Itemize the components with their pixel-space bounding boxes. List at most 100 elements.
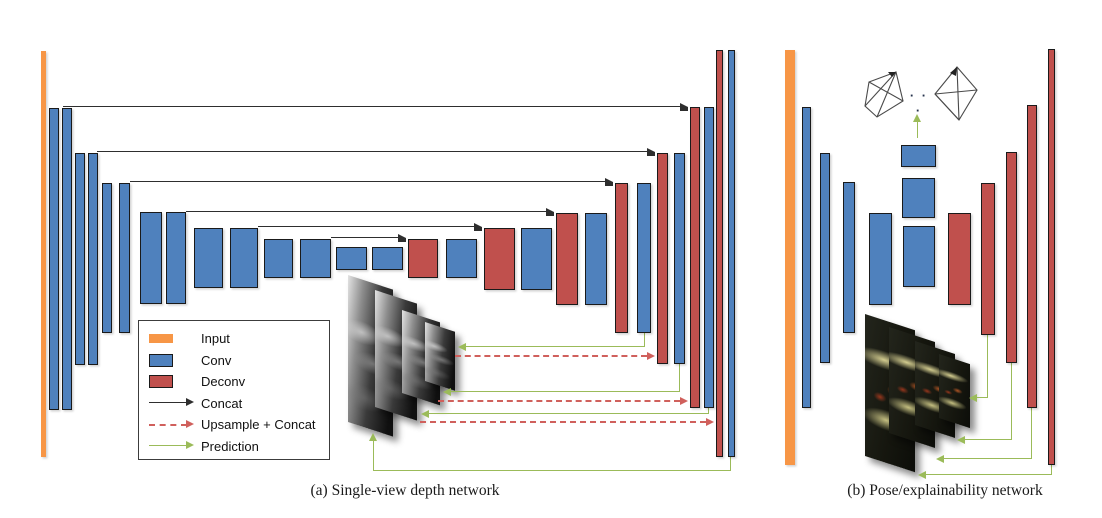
legend: Input Conv Deconv Concat Upsample + Conc… — [138, 320, 330, 460]
conv-bar — [300, 239, 331, 278]
panel-a-caption: (a) Single-view depth network — [310, 482, 500, 499]
conv-bar — [843, 182, 855, 333]
input-bar — [41, 51, 46, 457]
prediction-arrow-head — [421, 409, 429, 418]
concat-arrow-head — [680, 102, 688, 111]
deconv-bar — [716, 50, 723, 457]
prediction-arrow — [926, 474, 1052, 475]
legend-label: Concat — [201, 395, 243, 411]
prediction-arrow-icon — [149, 441, 201, 451]
conv-bar — [49, 108, 59, 410]
prediction-arrow — [1051, 465, 1052, 475]
conv-bar — [869, 213, 892, 305]
conv-bar — [140, 212, 162, 304]
pose-sequence-ellipsis: · · · — [909, 88, 929, 118]
conv-bar — [264, 239, 293, 278]
concat-arrow — [331, 237, 398, 238]
camera-frustum-icon — [864, 71, 904, 118]
prediction-arrow — [373, 441, 374, 471]
deconv-bar — [1027, 105, 1037, 408]
legend-label: Conv — [201, 352, 232, 368]
prediction-arrow — [679, 363, 680, 392]
concat-arrow-head — [398, 233, 406, 242]
deconv-bar — [556, 213, 578, 305]
deconv-bar — [1006, 152, 1017, 363]
prediction-arrow — [451, 391, 680, 392]
prediction-arrow — [466, 346, 645, 347]
prediction-arrow-head — [918, 470, 926, 479]
deconv-bar — [1048, 49, 1055, 465]
concat-arrow-head — [546, 207, 554, 216]
concat-arrow-icon — [149, 398, 201, 408]
upsample-concat-arrow-head — [706, 417, 714, 426]
deconv-bar — [948, 213, 971, 305]
legend-row-conv: Conv — [149, 350, 329, 372]
conv-bar — [75, 153, 85, 365]
prediction-arrow — [429, 413, 709, 414]
upsample-concat-arrow-head — [647, 351, 655, 360]
concat-arrow — [186, 211, 546, 212]
prediction-arrow — [708, 408, 709, 414]
conv-bar — [521, 228, 552, 290]
prediction-arrow-head — [957, 435, 965, 444]
input-swatch — [149, 334, 201, 344]
upsample-concat-arrow-head — [680, 396, 688, 405]
conv-bar — [194, 228, 223, 288]
deconv-bar — [615, 183, 628, 333]
concat-arrow — [97, 151, 647, 152]
concat-arrow-head — [474, 222, 482, 231]
legend-label: Deconv — [201, 374, 246, 390]
prediction-arrow — [644, 333, 645, 347]
prediction-arrow — [730, 457, 731, 471]
legend-row-deconv: Deconv — [149, 371, 329, 393]
conv-bar — [903, 226, 935, 287]
prediction-arrow — [1011, 363, 1012, 440]
conv-bar — [372, 247, 403, 270]
deconv-bar — [981, 183, 995, 335]
legend-row-concat: Concat — [149, 393, 329, 415]
upsample-concat-arrow — [420, 421, 706, 423]
legend-row-prediction: Prediction — [149, 436, 329, 458]
conv-bar — [88, 153, 98, 365]
conv-bar — [637, 183, 651, 333]
prediction-arrow-head — [969, 393, 977, 402]
prediction-arrow-head — [369, 433, 378, 441]
conv-bar — [585, 213, 607, 305]
prediction-arrow — [373, 470, 731, 471]
concat-arrow-head — [647, 147, 655, 156]
conv-bar — [62, 108, 72, 410]
conv-bar — [802, 107, 811, 408]
panel-b-caption: (b) Pose/explainability network — [847, 482, 1043, 499]
upsample-concat-arrow — [438, 400, 680, 402]
conv-bar — [230, 228, 258, 288]
conv-swatch — [149, 353, 201, 367]
conv-bar — [728, 50, 735, 457]
conv-bar — [166, 212, 186, 304]
conv-bar — [102, 183, 112, 333]
conv-bar — [336, 247, 367, 270]
concat-arrow — [130, 181, 605, 182]
conv-bar — [820, 153, 830, 363]
prediction-arrow-head — [913, 114, 922, 122]
deconv-bar — [657, 153, 668, 364]
legend-row-input: Input — [149, 328, 329, 350]
prediction-arrow — [977, 397, 988, 398]
input-bar — [785, 50, 795, 465]
conv-bar — [446, 239, 477, 278]
conv-bar — [901, 145, 936, 167]
legend-row-upsample-concat: Upsample + Concat — [149, 414, 329, 436]
conv-bar — [704, 107, 714, 408]
upsample-concat-arrow — [455, 355, 647, 357]
depth-map-prediction — [425, 322, 455, 391]
deconv-bar — [690, 107, 700, 408]
explainability-mask — [939, 354, 970, 429]
prediction-arrow-head — [443, 387, 451, 396]
deconv-bar — [408, 239, 438, 278]
legend-label: Upsample + Concat — [201, 417, 316, 433]
prediction-arrow — [987, 335, 988, 398]
conv-bar — [119, 183, 130, 333]
prediction-arrow — [944, 458, 1032, 459]
prediction-arrow-head — [936, 454, 944, 463]
prediction-arrow — [965, 439, 1012, 440]
